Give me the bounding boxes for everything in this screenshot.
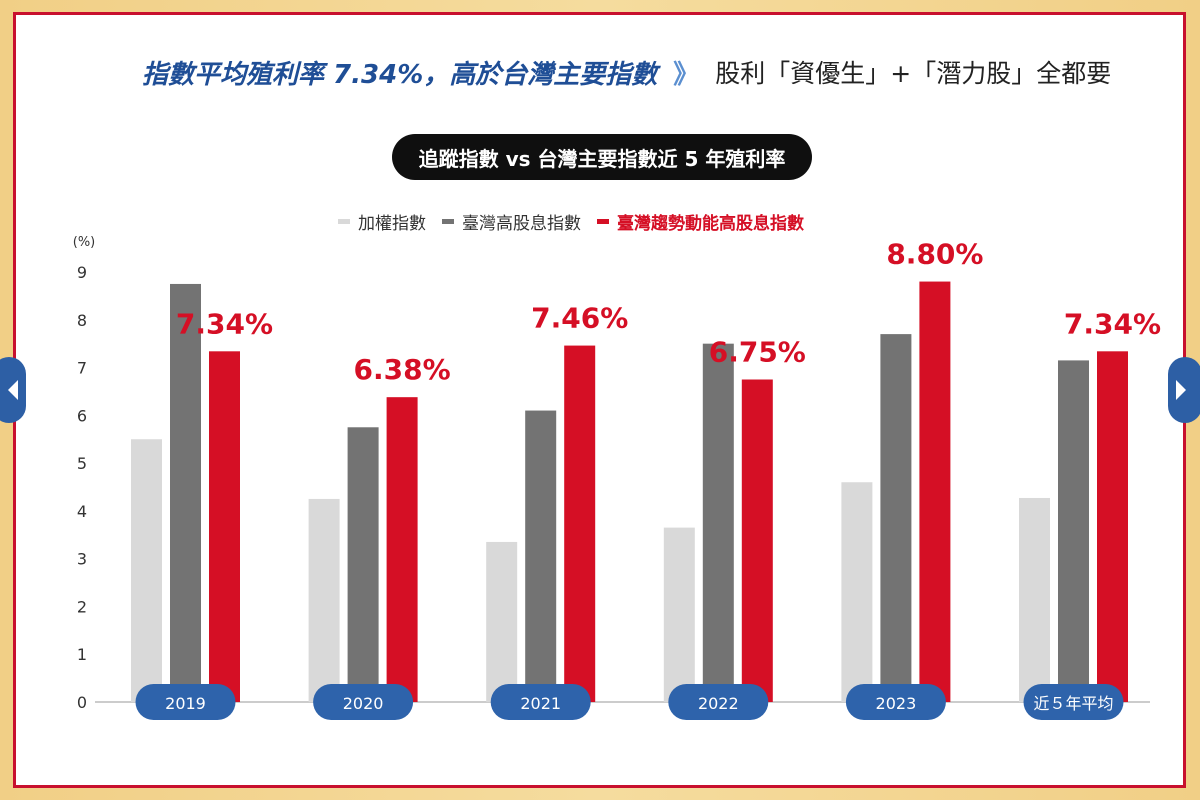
y-tick-label: 4: [77, 502, 87, 521]
data-label: 7.34%: [1064, 307, 1161, 340]
y-tick-label: 3: [77, 550, 87, 569]
bar: [1058, 360, 1089, 702]
bar: [525, 410, 557, 702]
x-tick-label: 2022: [698, 694, 739, 713]
arrow-right-icon: [1176, 380, 1186, 400]
bar: [702, 343, 734, 702]
category-pill: [845, 684, 946, 720]
bar: [564, 345, 596, 702]
x-tick-label: 2020: [343, 694, 384, 713]
category-pill: [1023, 684, 1124, 720]
legend-swatch: [442, 218, 454, 224]
headline: 指數平均殖利率 7.34%，高於台灣主要指數 》 股利「資優生」+「潛力股」全都…: [142, 52, 1111, 92]
x-tick-label: 2023: [876, 694, 917, 713]
legend: 加權指數 臺灣高股息指數 臺灣趨勢動能高股息指數: [338, 208, 804, 234]
y-tick-label: 7: [77, 359, 87, 378]
bar: [880, 334, 912, 702]
next-slide-button[interactable]: [1168, 357, 1200, 423]
arrow-left-icon: [8, 380, 18, 400]
bar: [1019, 497, 1050, 702]
prev-slide-button[interactable]: [0, 357, 26, 423]
bar: [170, 283, 201, 702]
y-tick-label: 5: [77, 454, 87, 473]
bar: [347, 427, 379, 702]
legend-label: 臺灣趨勢動能高股息指數: [617, 213, 804, 234]
bar: [131, 439, 162, 702]
chart-title: 追蹤指數 vs 台灣主要指數近 5 年殖利率: [392, 134, 812, 180]
legend-item-taiex: 加權指數: [338, 209, 426, 234]
y-tick-label: 1: [77, 645, 87, 664]
bar: [919, 281, 951, 702]
bar: [841, 482, 873, 702]
bar: [1097, 351, 1128, 702]
data-label: 8.80%: [886, 238, 983, 271]
x-tick-label: 2019: [165, 694, 206, 713]
legend-item-high-dividend: 臺灣高股息指數: [442, 209, 581, 234]
y-tick-label: 9: [77, 263, 87, 282]
legend-item-momentum: 臺灣趨勢動能高股息指數: [597, 209, 804, 234]
bar: [386, 397, 418, 702]
data-label: 7.34%: [176, 307, 273, 340]
bar: [663, 527, 695, 702]
legend-swatch: [338, 218, 350, 224]
x-tick-label: 近５年平均: [1033, 694, 1113, 713]
y-tick-label: 8: [77, 311, 87, 330]
category-pill: [490, 684, 591, 720]
data-label: 6.75%: [709, 336, 806, 369]
legend-swatch: [597, 218, 609, 224]
y-unit-label: (%): [73, 235, 96, 250]
bar: [486, 541, 518, 702]
category-pill: [313, 684, 414, 720]
x-tick-label: 2021: [520, 694, 561, 713]
bar: [209, 351, 240, 702]
legend-label: 臺灣高股息指數: [462, 213, 581, 234]
y-tick-label: 2: [77, 597, 87, 616]
bar: [308, 498, 340, 702]
category-pill: [668, 684, 769, 720]
bar: [741, 379, 773, 702]
headline-sub: 股利「資優生」+「潛力股」全都要: [715, 59, 1112, 88]
data-label: 7.46%: [531, 302, 628, 335]
legend-label: 加權指數: [358, 213, 426, 234]
data-label: 6.38%: [354, 353, 451, 386]
headline-main: 指數平均殖利率 7.34%，高於台灣主要指數: [142, 59, 658, 90]
y-tick-label: 6: [77, 406, 87, 425]
category-pill: [135, 684, 236, 720]
y-tick-label: 0: [77, 693, 87, 712]
